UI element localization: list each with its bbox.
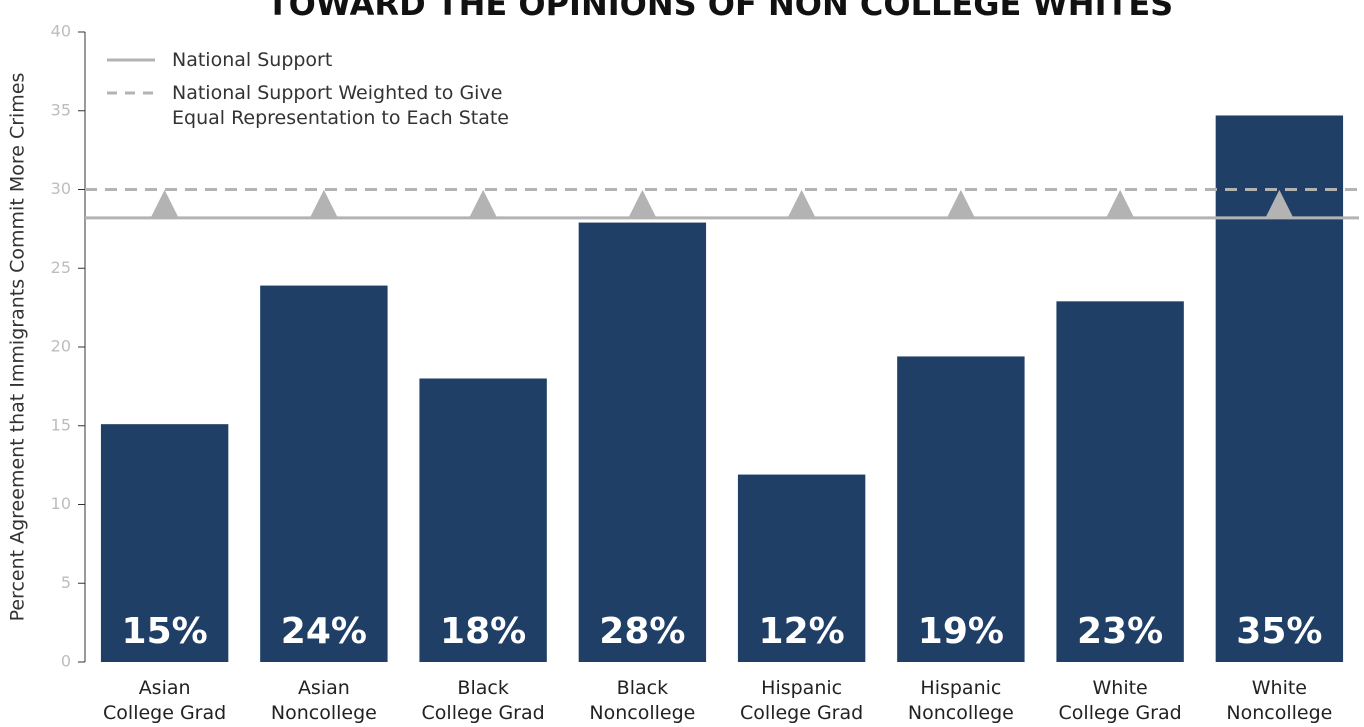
y-tick-label: 0 (61, 652, 71, 671)
value-label: 35% (1236, 611, 1322, 652)
x-tick-label: Black Noncollege (589, 677, 695, 724)
x-tick-label: Hispanic Noncollege (908, 677, 1014, 724)
bar (100, 424, 229, 662)
reference-marker (946, 189, 975, 218)
reference-marker (309, 189, 338, 218)
value-label: 24% (281, 611, 367, 652)
text-line: Black (457, 677, 508, 699)
reference-marker (1106, 189, 1135, 218)
y-axis-label: Percent Agreement that Immigrants Commit… (7, 73, 29, 622)
bar (1056, 301, 1184, 662)
value-label: 15% (122, 611, 208, 652)
text-line: College Grad (103, 702, 226, 724)
value-label: 12% (759, 611, 845, 652)
reference-marker (1265, 189, 1294, 218)
bar (737, 474, 866, 662)
value-label: 18% (440, 611, 526, 652)
text-line: Asian (139, 677, 191, 699)
text-line: Asian (298, 677, 350, 699)
chart-title: TOWARD THE OPINIONS OF NON COLLEGE WHITE… (267, 0, 1173, 23)
x-tick-label: White Noncollege (1226, 677, 1332, 724)
text-line: National Support (172, 49, 332, 71)
text-line: Equal Representation to Each State (172, 107, 509, 129)
reference-marker (787, 189, 816, 218)
reference-marker (469, 189, 498, 218)
bar (578, 222, 707, 662)
y-tick-label: 35 (51, 100, 71, 119)
legend-label: National Support Weighted to Give Equal R… (172, 82, 509, 129)
legend-label: National Support (172, 49, 332, 71)
y-tick-label: 5 (61, 573, 71, 592)
text-line: Hispanic (920, 677, 1001, 699)
y-tick-label: 25 (51, 258, 71, 277)
text-line: National Support Weighted to Give (172, 82, 502, 104)
bar (897, 356, 1025, 662)
x-tick-label: Hispanic College Grad (740, 677, 863, 724)
reference-marker (150, 189, 179, 218)
y-tick-label: 20 (51, 337, 71, 356)
text-line: White (1252, 677, 1307, 699)
bar (260, 285, 388, 662)
x-tick-label: Asian College Grad (103, 677, 226, 724)
y-tick-label: 30 (51, 179, 71, 198)
y-tick-label: 15 (51, 415, 71, 434)
text-line: Black (617, 677, 668, 699)
text-line: College Grad (422, 702, 545, 724)
x-tick-label: Black College Grad (422, 677, 545, 724)
text-line: Noncollege (1226, 702, 1332, 724)
y-tick-label: 10 (51, 494, 71, 513)
text-line: Noncollege (908, 702, 1014, 724)
bar (419, 378, 547, 662)
y-tick-label: 40 (51, 22, 71, 41)
text-line: Hispanic (761, 677, 842, 699)
x-tick-label: Asian Noncollege (271, 677, 377, 724)
text-line: College Grad (740, 702, 863, 724)
x-tick-label: White College Grad (1059, 677, 1182, 724)
value-label: 23% (1077, 611, 1163, 652)
text-line: Noncollege (589, 702, 695, 724)
text-line: White (1093, 677, 1148, 699)
reference-marker (628, 189, 657, 218)
text-line: Noncollege (271, 702, 377, 724)
value-label: 28% (599, 611, 685, 652)
text-line: College Grad (1059, 702, 1182, 724)
value-label: 19% (918, 611, 1004, 652)
